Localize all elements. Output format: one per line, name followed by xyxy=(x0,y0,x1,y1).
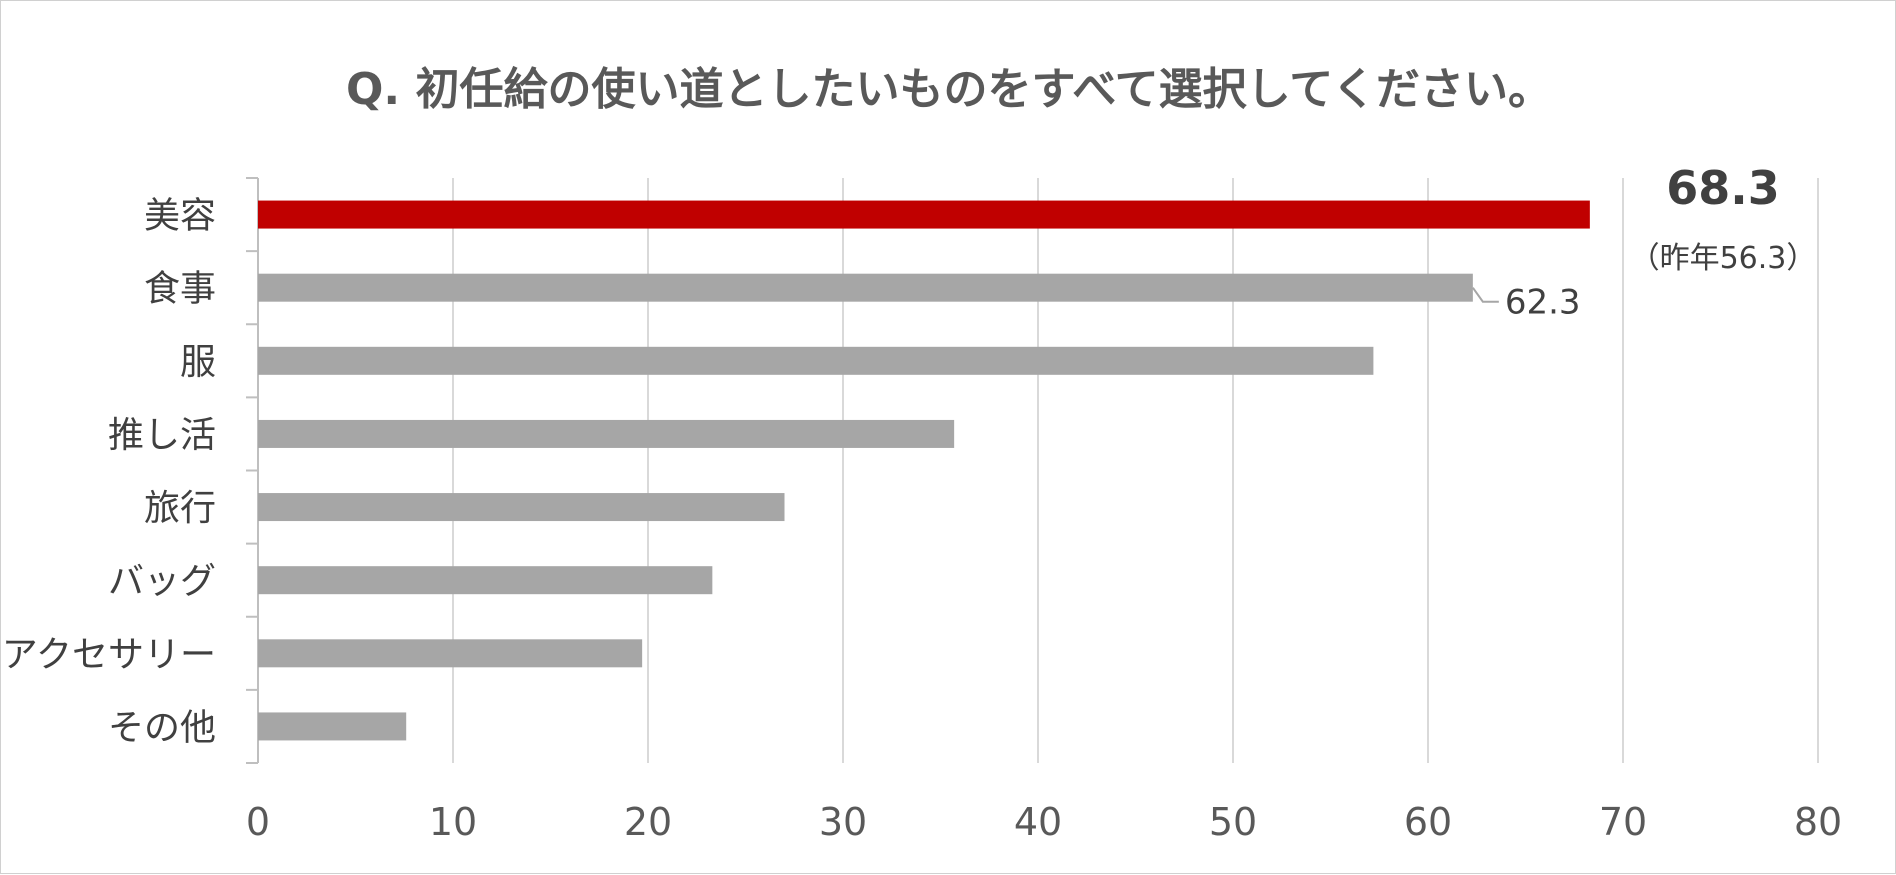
category-label: その他 xyxy=(108,707,216,748)
category-label: 服 xyxy=(180,342,216,383)
bar-5 xyxy=(258,566,713,595)
bar-6 xyxy=(258,639,643,668)
callout-value-label: 68.3 xyxy=(1666,161,1780,215)
category-label: 旅行 xyxy=(144,488,216,529)
bar-2 xyxy=(258,346,1374,375)
x-tick-label: 10 xyxy=(429,800,477,844)
category-label: 美容 xyxy=(144,196,216,237)
bar-3 xyxy=(258,419,955,448)
x-tick-label: 20 xyxy=(624,800,672,844)
x-tick-label: 70 xyxy=(1599,800,1647,844)
x-tick-label: 0 xyxy=(246,800,270,844)
x-tick-label: 80 xyxy=(1794,800,1842,844)
x-tick-label: 50 xyxy=(1209,800,1257,844)
bar-1 xyxy=(258,273,1473,302)
bar-4 xyxy=(258,493,785,522)
chart-title: Q. 初任給の使い道としたいものをすべて選択してください。 xyxy=(346,64,1552,115)
leader-line xyxy=(1472,287,1499,303)
category-label: アクセサリー xyxy=(2,634,216,675)
bar-7 xyxy=(258,712,407,741)
x-tick-label: 40 xyxy=(1014,800,1062,844)
bar-0 xyxy=(258,200,1590,229)
callout-note-label: （昨年56.3） xyxy=(1630,241,1817,276)
category-label: バッグ xyxy=(108,561,216,602)
category-label: 推し活 xyxy=(108,415,216,456)
x-tick-label: 60 xyxy=(1404,800,1452,844)
x-tick-label: 30 xyxy=(819,800,867,844)
data-label-1: 62.3 xyxy=(1505,283,1581,323)
category-label: 食事 xyxy=(144,269,216,310)
